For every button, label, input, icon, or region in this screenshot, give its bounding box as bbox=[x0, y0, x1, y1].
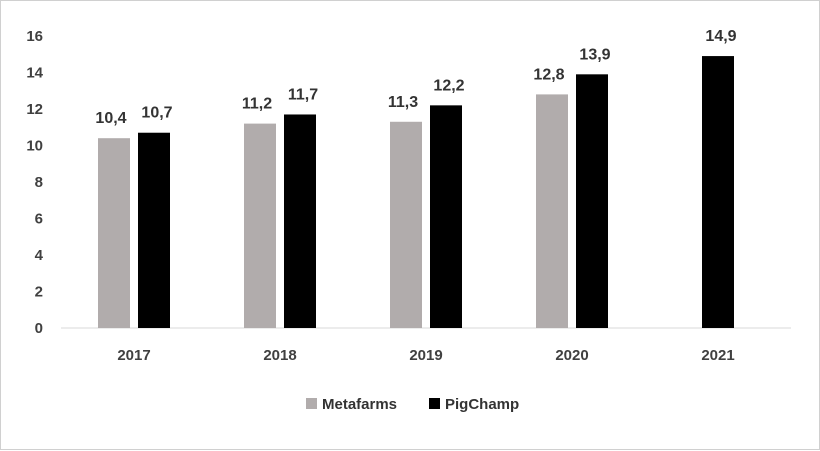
bar-metafarms-2017 bbox=[98, 138, 130, 328]
bar-pigchamp-2020 bbox=[576, 74, 608, 328]
y-tick-label: 4 bbox=[35, 247, 44, 264]
data-label-pigchamp-2017: 10,7 bbox=[141, 105, 172, 122]
bar-pigchamp-2021 bbox=[702, 56, 734, 328]
data-label-metafarms-2017: 10,4 bbox=[95, 110, 126, 127]
y-tick-label: 16 bbox=[26, 28, 43, 45]
y-tick-label: 12 bbox=[26, 101, 43, 118]
data-label-pigchamp-2018: 11,7 bbox=[288, 86, 318, 103]
y-tick-label: 0 bbox=[35, 320, 43, 337]
bar-pigchamp-2017 bbox=[138, 132, 170, 328]
y-tick-label: 2 bbox=[35, 284, 43, 301]
data-label-metafarms-2019: 11,3 bbox=[388, 94, 418, 111]
bar-pigchamp-2019 bbox=[430, 105, 462, 328]
data-label-pigchamp-2021: 14,9 bbox=[705, 28, 736, 45]
x-tick-label: 2017 bbox=[117, 347, 150, 364]
data-label-pigchamp-2019: 12,2 bbox=[433, 77, 464, 94]
bar-metafarms-2018 bbox=[244, 123, 276, 328]
y-tick-label: 6 bbox=[35, 211, 43, 228]
x-tick-label: 2021 bbox=[701, 347, 734, 364]
data-label-metafarms-2018: 11,2 bbox=[242, 96, 272, 113]
legend-swatch-metafarms bbox=[306, 398, 317, 409]
bar-metafarms-2020 bbox=[536, 94, 568, 329]
x-tick-label: 2020 bbox=[555, 347, 588, 364]
legend-label-pigchamp: PigChamp bbox=[445, 396, 519, 413]
x-tick-label: 2018 bbox=[263, 347, 296, 364]
y-tick-label: 10 bbox=[26, 138, 43, 155]
x-tick-label: 2019 bbox=[409, 347, 442, 364]
legend-label-metafarms: Metafarms bbox=[322, 396, 397, 413]
legend-swatch-pigchamp bbox=[429, 398, 440, 409]
bar-metafarms-2019 bbox=[390, 121, 422, 329]
y-tick-label: 8 bbox=[35, 174, 43, 191]
data-label-metafarms-2020: 12,8 bbox=[533, 66, 564, 83]
data-label-pigchamp-2020: 13,9 bbox=[579, 46, 610, 63]
y-tick-label: 14 bbox=[26, 65, 43, 82]
bar-pigchamp-2018 bbox=[284, 114, 316, 328]
